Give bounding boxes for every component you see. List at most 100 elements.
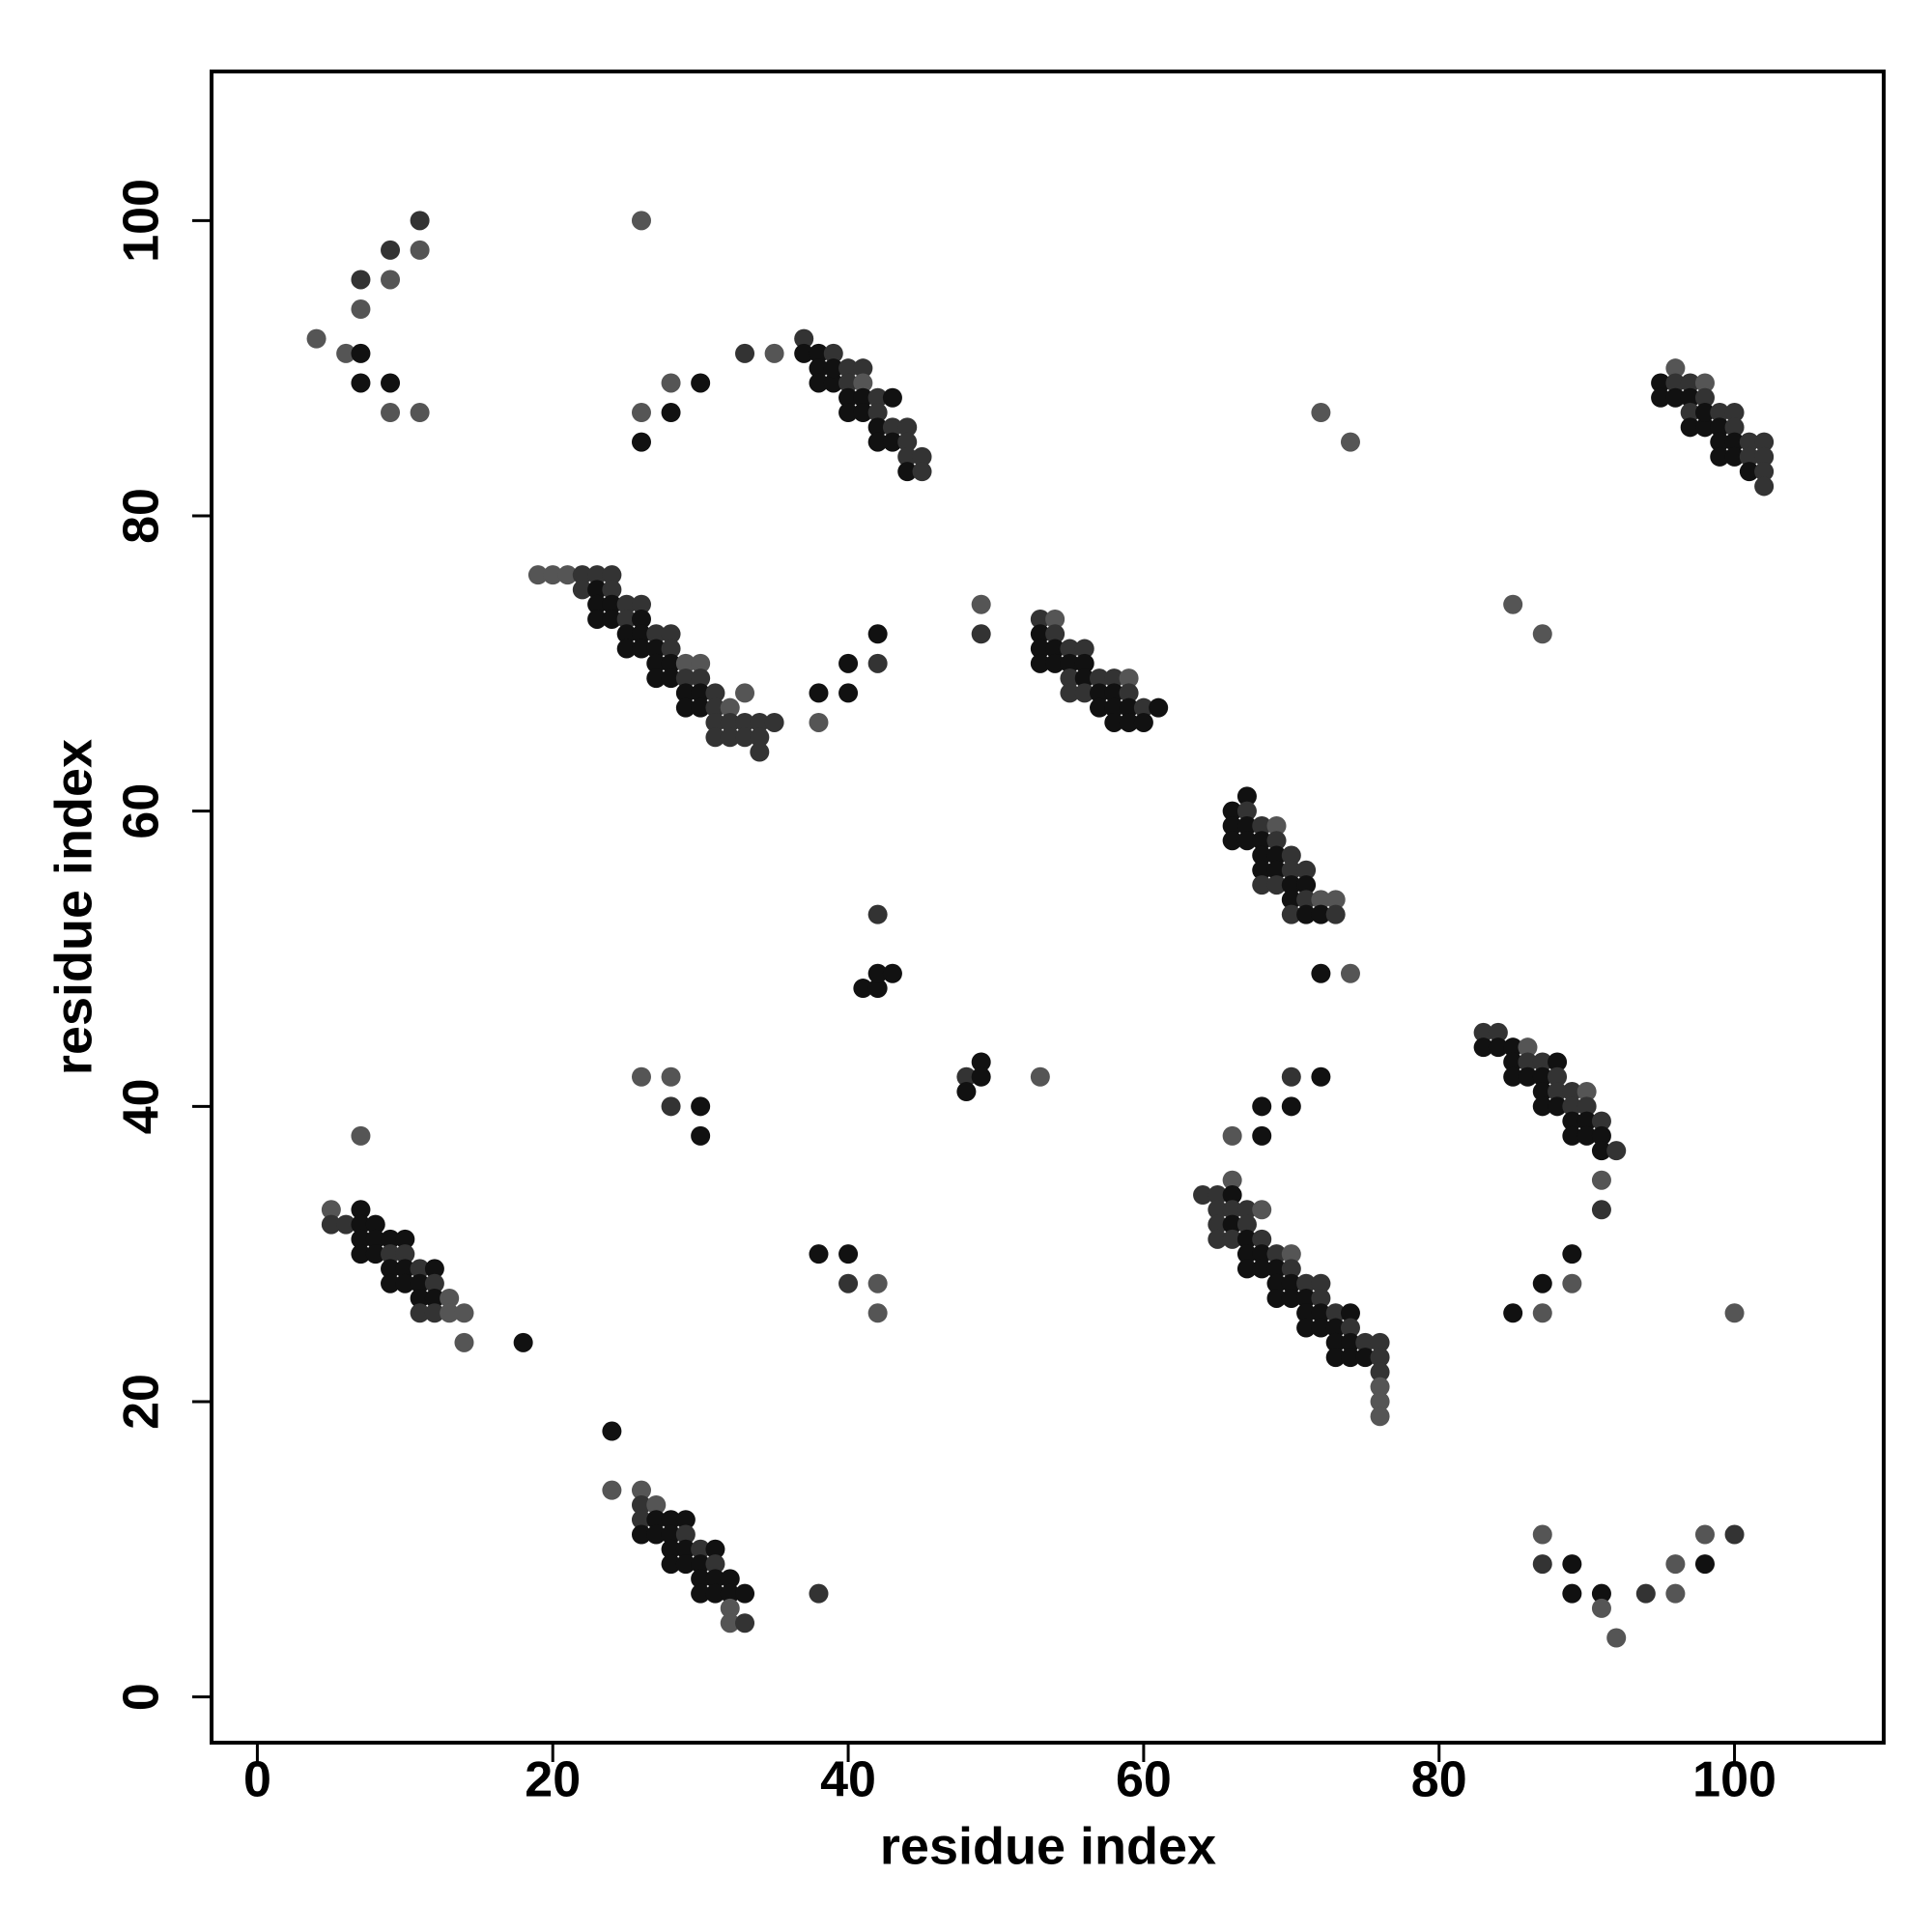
point: [1296, 1318, 1317, 1338]
point: [410, 211, 430, 231]
point: [1311, 403, 1331, 423]
point: [1724, 417, 1745, 438]
point: [351, 270, 371, 290]
point: [1694, 417, 1715, 438]
point: [395, 1259, 415, 1279]
point: [1252, 1229, 1272, 1249]
point: [720, 1613, 740, 1634]
point: [1370, 1377, 1390, 1397]
point: [424, 1303, 444, 1323]
point: [1296, 1303, 1317, 1323]
point: [1532, 1273, 1552, 1293]
point: [1236, 1229, 1257, 1249]
point: [1532, 1554, 1552, 1575]
point: [1104, 712, 1124, 732]
point: [1694, 1554, 1715, 1575]
point: [1518, 1066, 1538, 1087]
point: [1473, 1037, 1493, 1058]
point: [646, 624, 667, 644]
point: [1488, 1022, 1508, 1042]
point: [735, 727, 755, 748]
point: [764, 712, 784, 732]
point: [1266, 1259, 1287, 1279]
point: [602, 1480, 622, 1500]
point: [631, 639, 651, 659]
point: [809, 358, 829, 379]
point: [1340, 432, 1360, 452]
point: [853, 979, 873, 999]
point: [867, 387, 888, 408]
point: [809, 1244, 829, 1264]
point: [1562, 1082, 1582, 1102]
point: [882, 387, 902, 408]
point: [867, 417, 888, 438]
point: [1754, 462, 1775, 482]
point: [675, 1524, 696, 1545]
point: [867, 403, 888, 423]
point: [1503, 1037, 1523, 1058]
point: [705, 1569, 725, 1589]
x-tick-label: 40: [820, 1752, 876, 1808]
point: [1281, 1244, 1301, 1264]
point: [410, 1303, 430, 1323]
point: [809, 712, 829, 732]
point: [1060, 683, 1080, 703]
point: [1665, 373, 1686, 393]
point: [823, 358, 843, 379]
point: [1651, 373, 1671, 393]
point: [351, 1200, 371, 1220]
point: [1370, 1348, 1390, 1368]
point: [1222, 815, 1242, 836]
point: [1104, 683, 1124, 703]
point: [867, 432, 888, 452]
point: [1562, 1583, 1582, 1604]
point: [1325, 1303, 1346, 1323]
point: [1296, 860, 1317, 880]
point: [1236, 1244, 1257, 1264]
point: [1503, 1303, 1523, 1323]
point: [440, 1303, 460, 1323]
point: [1710, 446, 1730, 467]
point: [691, 1554, 711, 1575]
point: [1281, 1273, 1301, 1293]
point: [1724, 446, 1745, 467]
point: [1030, 609, 1050, 629]
point: [675, 668, 696, 689]
point: [1710, 417, 1730, 438]
point: [1030, 653, 1050, 673]
point: [1208, 1200, 1228, 1220]
point: [705, 712, 725, 732]
point: [675, 1539, 696, 1559]
point: [381, 1229, 401, 1249]
point: [1694, 373, 1715, 393]
point: [691, 1583, 711, 1604]
point: [1562, 1096, 1582, 1117]
point: [838, 1273, 859, 1293]
point: [661, 1096, 681, 1117]
point: [691, 1096, 711, 1117]
point: [823, 343, 843, 363]
point: [1252, 860, 1272, 880]
point: [410, 1259, 430, 1279]
point: [616, 639, 637, 659]
point: [1518, 1052, 1538, 1072]
point: [1311, 890, 1331, 910]
x-axis-title: residue index: [880, 1817, 1216, 1875]
point: [1311, 904, 1331, 924]
point: [1104, 697, 1124, 718]
point: [691, 683, 711, 703]
point: [1370, 1406, 1390, 1427]
point: [809, 683, 829, 703]
point: [705, 683, 725, 703]
point: [1754, 446, 1775, 467]
point: [1236, 1214, 1257, 1235]
point: [838, 358, 859, 379]
point: [735, 1613, 755, 1634]
point: [1325, 1332, 1346, 1352]
point: [1591, 1598, 1611, 1618]
point: [1591, 1111, 1611, 1131]
point: [381, 1244, 401, 1264]
point: [705, 727, 725, 748]
point: [1340, 1303, 1360, 1323]
